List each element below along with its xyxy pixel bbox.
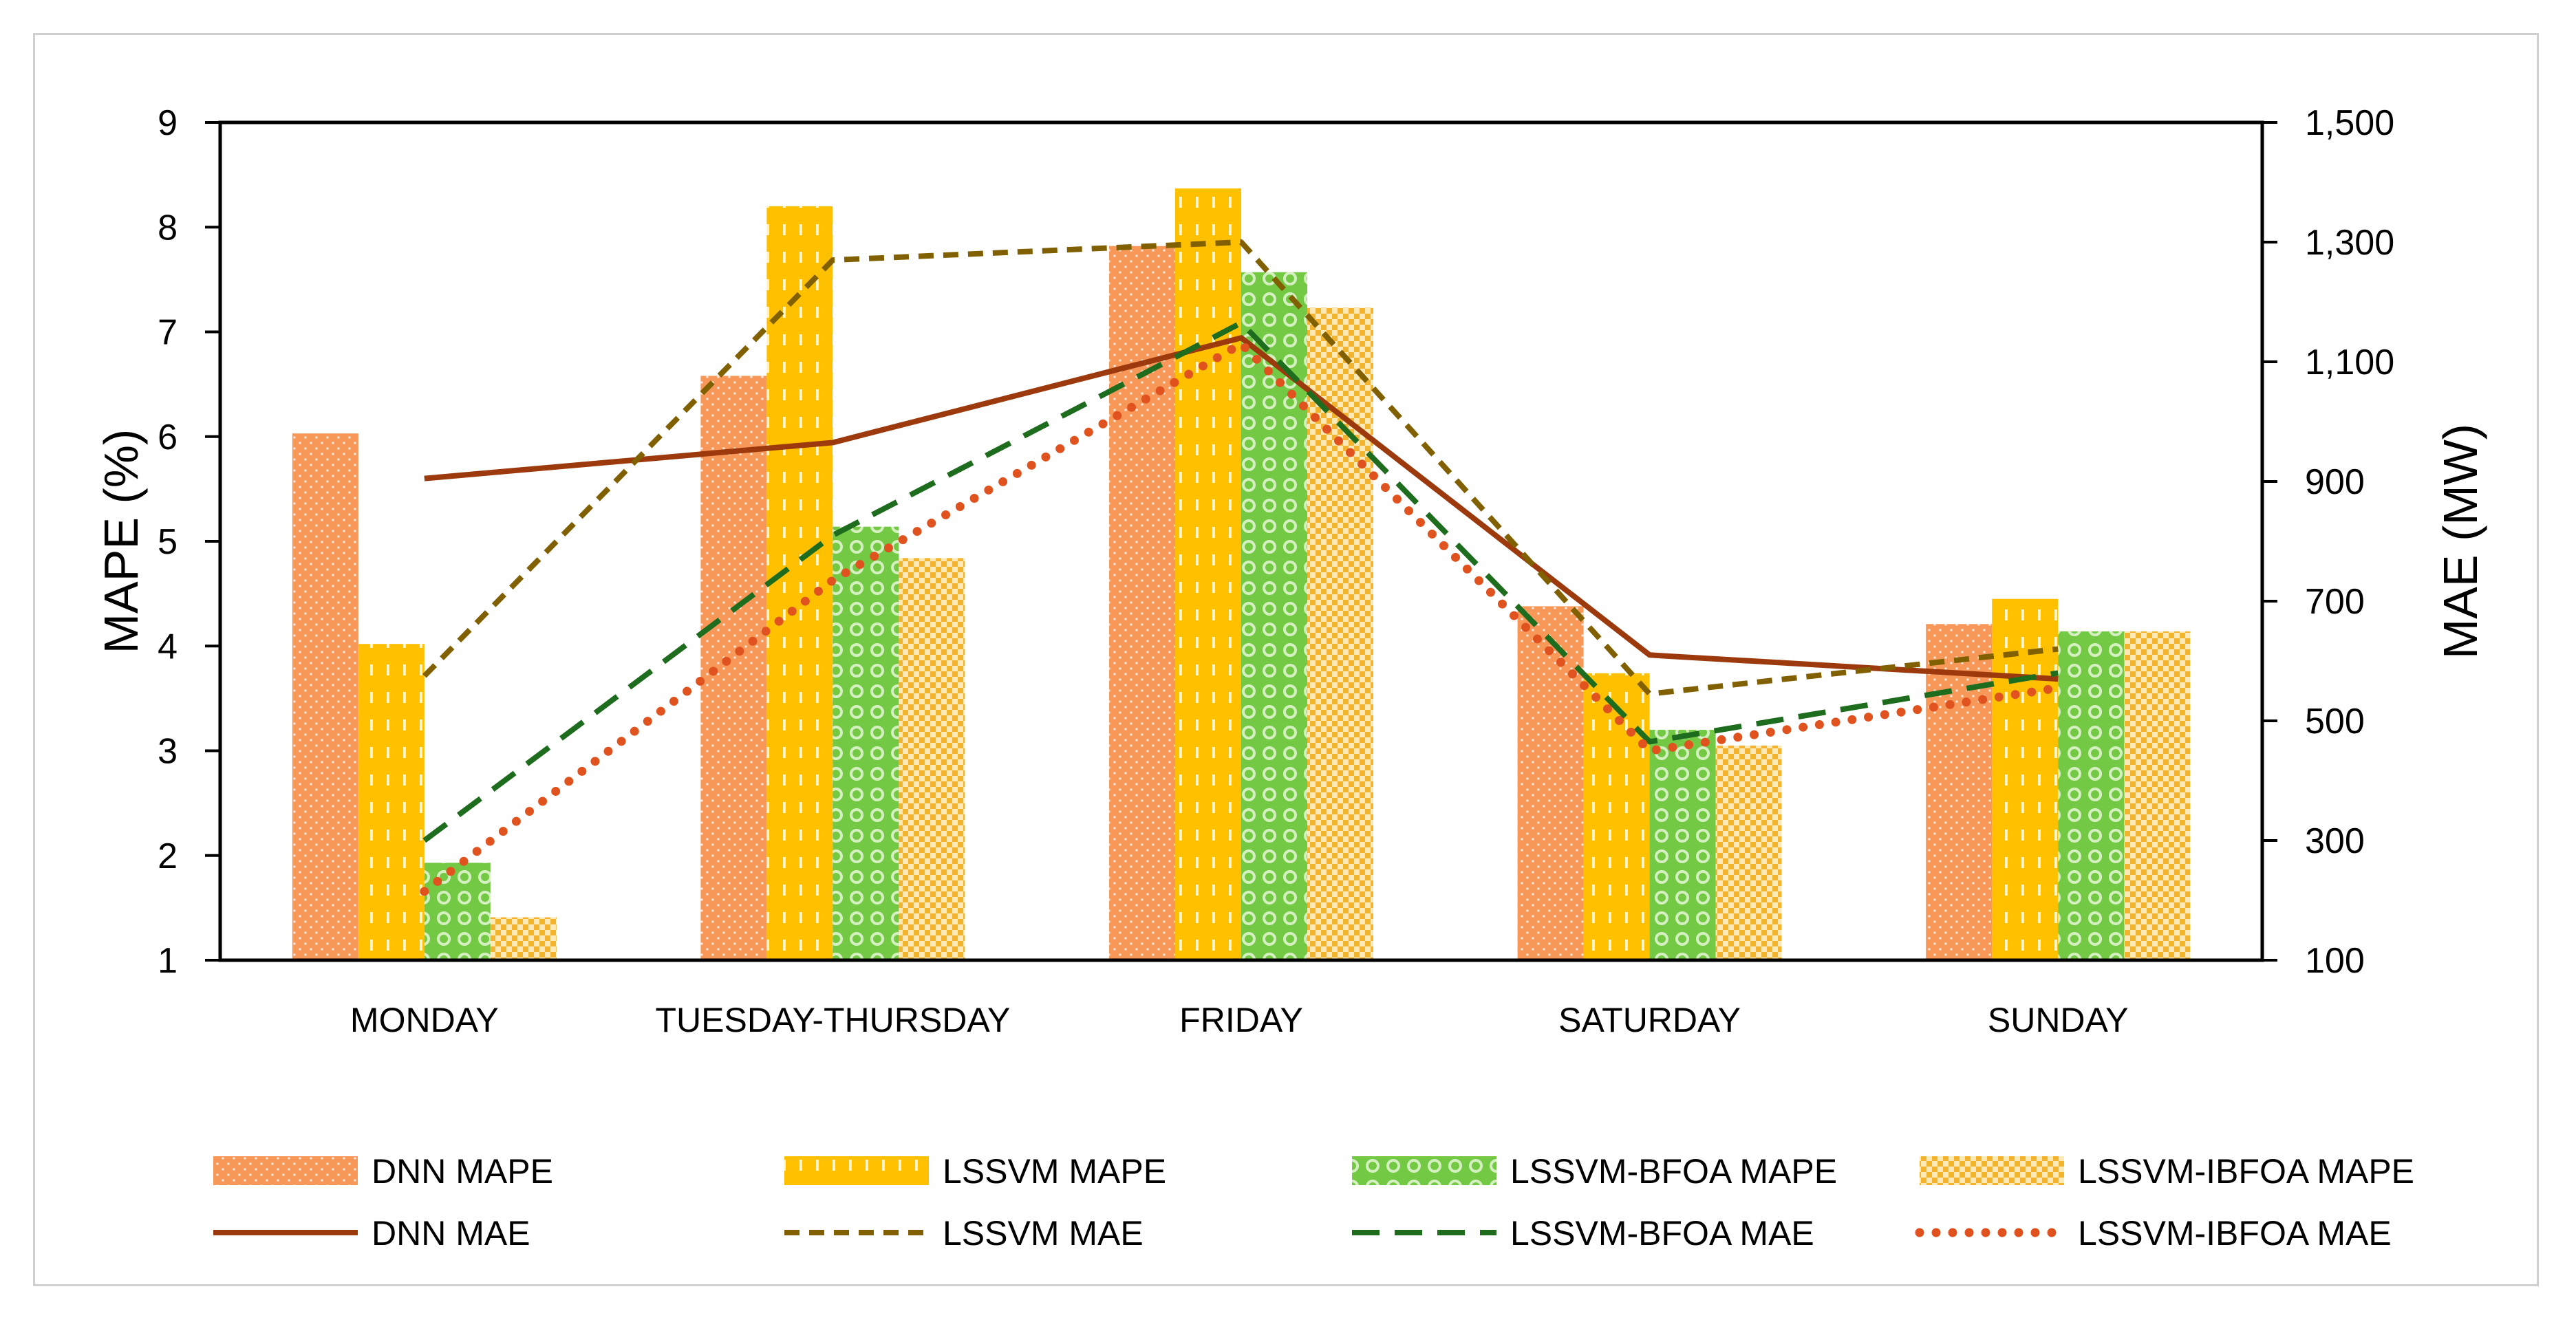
bar-lssvm-mape-friday	[1175, 188, 1241, 961]
category-label: SATURDAY	[1558, 1001, 1741, 1039]
x-axis: MONDAY TUESDAY-THURSDAY FRIDAY SATURDAY SUND…	[350, 1001, 2129, 1039]
bar-lssvm-mape-monday	[358, 644, 425, 960]
right-tick-label: 500	[2305, 702, 2365, 741]
legend-swatch-dnn-mape	[213, 1156, 358, 1185]
legend-label-dnn-mae: DNN MAE	[372, 1214, 530, 1253]
legend-label-lssvm-mape: LSSVM MAPE	[943, 1152, 1166, 1191]
bar-lssvm-ibfoa-mape-sunday	[2124, 631, 2191, 960]
left-tick-label: 1	[158, 941, 178, 981]
right-tick-label: 900	[2305, 462, 2365, 502]
bar-lssvm-ibfoa-mape-friday	[1307, 307, 1373, 960]
bar-lssvm-bfoa-mape-friday	[1241, 272, 1307, 960]
legend-label-lssvm-mae: LSSVM MAE	[943, 1214, 1144, 1253]
bar-dnn-mape-monday	[292, 433, 358, 960]
right-tick-label: 1,500	[2305, 103, 2394, 143]
line-lssvm-ibfoa-mae	[420, 339, 2063, 896]
bar-dnn-mape-friday	[1109, 246, 1175, 960]
bar-lssvm-bfoa-mape-tuesday-thursday	[833, 526, 899, 960]
bar-lssvm-mape-tuesday-thursday	[766, 206, 833, 960]
right-axis-title: MAE (MW)	[2434, 424, 2487, 659]
left-tick-label: 8	[158, 208, 178, 248]
category-label: TUESDAY-THURSDAY	[655, 1001, 1010, 1039]
legend: DNN MAPE LSSVM MAPE LSSVM-BFOA MAPE LSSVM-I…	[213, 1152, 2414, 1253]
category-label: SUNDAY	[1988, 1001, 2129, 1039]
right-tick-label: 1,300	[2305, 223, 2394, 263]
bar-lssvm-ibfoa-mape-tuesday-thursday	[899, 558, 965, 960]
line-lssvm-mae	[422, 239, 2059, 697]
legend-label-lssvm-ibfoa-mae: LSSVM-IBFOA MAE	[2078, 1214, 2392, 1253]
left-tick-label: 5	[158, 522, 178, 562]
bar-lssvm-ibfoa-mape-monday	[490, 917, 557, 960]
left-y-axis: 1 2 3 4 5 6 7 8 9	[158, 103, 220, 981]
bar-lssvm-bfoa-mape-saturday	[1649, 730, 1716, 960]
left-axis-title: MAPE (%)	[94, 429, 148, 654]
bar-lssvm-mape-saturday	[1583, 673, 1650, 960]
bar-lssvm-bfoa-mape-sunday	[2058, 631, 2125, 960]
right-tick-label: 700	[2305, 582, 2365, 622]
left-tick-label: 3	[158, 732, 178, 772]
bar-lssvm-bfoa-mape-monday	[424, 863, 491, 960]
right-y-axis: 100 300 500 700 900 1,100 1,300 1,500	[2262, 103, 2394, 981]
legend-swatch-lssvm-mape	[784, 1156, 929, 1185]
legend-label-lssvm-bfoa-mape: LSSVM-BFOA MAPE	[1510, 1152, 1837, 1191]
right-tick-label: 300	[2305, 821, 2365, 861]
right-tick-label: 100	[2305, 941, 2365, 981]
bars-layer	[292, 188, 2191, 961]
left-tick-label: 9	[158, 103, 178, 143]
category-label: FRIDAY	[1179, 1001, 1303, 1039]
left-tick-label: 2	[158, 836, 178, 876]
legend-label-dnn-mape: DNN MAPE	[372, 1152, 553, 1191]
right-tick-label: 1,100	[2305, 343, 2394, 382]
legend-label-lssvm-bfoa-mae: LSSVM-BFOA MAE	[1510, 1214, 1814, 1253]
legend-swatch-lssvm-bfoa-mape	[1352, 1156, 1496, 1185]
bar-lssvm-mape-sunday	[1992, 598, 2059, 960]
bar-dnn-mape-sunday	[1926, 624, 1993, 960]
left-tick-label: 4	[158, 627, 178, 667]
bar-lssvm-ibfoa-mape-saturday	[1715, 745, 1782, 960]
category-label: MONDAY	[350, 1001, 499, 1039]
lines-layer	[420, 239, 2063, 896]
left-tick-label: 6	[158, 418, 178, 457]
line-dnn-mae	[424, 335, 2059, 682]
left-tick-label: 7	[158, 313, 178, 353]
legend-label-lssvm-ibfoa-mape: LSSVM-IBFOA MAPE	[2078, 1152, 2414, 1191]
legend-swatch-lssvm-ibfoa-mape	[1920, 1156, 2064, 1185]
bar-dnn-mape-saturday	[1517, 606, 1584, 960]
